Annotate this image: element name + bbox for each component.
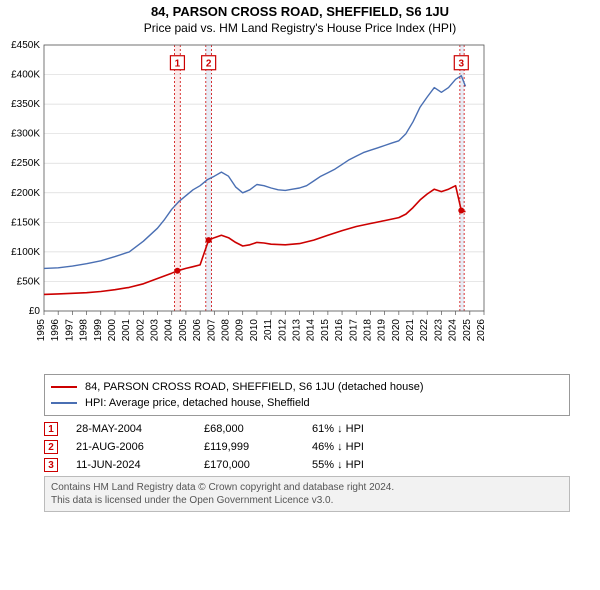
event-marker: 3 (44, 458, 58, 472)
svg-text:2008: 2008 (221, 319, 232, 342)
legend-label: HPI: Average price, detached house, Shef… (85, 395, 310, 411)
svg-text:2020: 2020 (391, 319, 402, 342)
svg-text:£100K: £100K (11, 247, 40, 258)
footer-line: This data is licensed under the Open Gov… (51, 494, 563, 507)
svg-text:£450K: £450K (11, 41, 40, 51)
svg-text:£0: £0 (29, 306, 41, 317)
svg-text:2003: 2003 (150, 319, 161, 342)
svg-text:£150K: £150K (11, 217, 40, 228)
svg-text:2007: 2007 (206, 319, 217, 342)
legend-swatch (51, 402, 77, 404)
svg-text:2004: 2004 (164, 319, 175, 342)
svg-text:2016: 2016 (334, 319, 345, 342)
svg-text:2002: 2002 (135, 319, 146, 342)
event-price: £68,000 (204, 423, 294, 435)
event-price: £119,999 (204, 441, 294, 453)
footer-line: Contains HM Land Registry data © Crown c… (51, 481, 563, 494)
chart-titles: 84, PARSON CROSS ROAD, SHEFFIELD, S6 1JU… (0, 0, 600, 35)
svg-text:2025: 2025 (462, 319, 473, 342)
page: 84, PARSON CROSS ROAD, SHEFFIELD, S6 1JU… (0, 0, 600, 590)
chart-title: 84, PARSON CROSS ROAD, SHEFFIELD, S6 1JU (0, 4, 600, 19)
event-diff: 55% ↓ HPI (312, 459, 364, 471)
price-chart: £0 £50K £100K £150K £200K £250K £300K £350K £400… (0, 41, 600, 361)
svg-text:2018: 2018 (362, 319, 373, 342)
svg-text:2012: 2012 (277, 319, 288, 342)
svg-text:1: 1 (175, 59, 181, 70)
svg-text:£400K: £400K (11, 70, 40, 81)
svg-text:2015: 2015 (320, 319, 331, 342)
event-row: 2 21-AUG-2006 £119,999 46% ↓ HPI (44, 440, 570, 454)
svg-text:1999: 1999 (93, 319, 104, 342)
svg-text:2011: 2011 (263, 319, 274, 341)
event-marker: 1 (44, 422, 58, 436)
legend-item: HPI: Average price, detached house, Shef… (51, 395, 563, 411)
legend: 84, PARSON CROSS ROAD, SHEFFIELD, S6 1JU… (44, 374, 570, 416)
svg-text:2021: 2021 (405, 319, 416, 342)
svg-text:2005: 2005 (178, 319, 189, 342)
svg-text:1998: 1998 (79, 319, 90, 342)
event-diff: 46% ↓ HPI (312, 441, 364, 453)
svg-text:2: 2 (206, 59, 212, 70)
events-table: 1 28-MAY-2004 £68,000 61% ↓ HPI 2 21-AUG-2006… (44, 422, 570, 472)
svg-text:1995: 1995 (36, 319, 47, 342)
event-diff: 61% ↓ HPI (312, 423, 364, 435)
svg-text:£350K: £350K (11, 99, 40, 110)
svg-text:2019: 2019 (377, 319, 388, 342)
svg-text:2014: 2014 (306, 319, 317, 342)
event-date: 11-JUN-2024 (76, 459, 186, 471)
attribution-footer: Contains HM Land Registry data © Crown c… (44, 476, 570, 512)
svg-text:£50K: £50K (17, 276, 41, 287)
chart-subtitle: Price paid vs. HM Land Registry's House … (0, 21, 600, 35)
svg-text:2024: 2024 (448, 319, 459, 342)
svg-text:£200K: £200K (11, 188, 40, 199)
svg-text:1997: 1997 (64, 319, 75, 342)
svg-text:£300K: £300K (11, 129, 40, 140)
svg-text:2022: 2022 (419, 319, 430, 342)
svg-text:2006: 2006 (192, 319, 203, 342)
event-date: 28-MAY-2004 (76, 423, 186, 435)
legend-swatch (51, 386, 77, 388)
svg-text:2013: 2013 (291, 319, 302, 342)
svg-text:£250K: £250K (11, 158, 40, 169)
legend-label: 84, PARSON CROSS ROAD, SHEFFIELD, S6 1JU… (85, 379, 423, 395)
svg-text:2010: 2010 (249, 319, 260, 342)
svg-text:1996: 1996 (50, 319, 61, 342)
svg-text:2017: 2017 (348, 319, 359, 342)
event-date: 21-AUG-2006 (76, 441, 186, 453)
chart-area: £0 £50K £100K £150K £200K £250K £300K £350K £400… (0, 41, 600, 366)
event-row: 1 28-MAY-2004 £68,000 61% ↓ HPI (44, 422, 570, 436)
event-marker: 2 (44, 440, 58, 454)
svg-text:2026: 2026 (476, 319, 487, 342)
svg-text:2023: 2023 (433, 319, 444, 342)
svg-text:2001: 2001 (121, 319, 132, 342)
event-row: 3 11-JUN-2024 £170,000 55% ↓ HPI (44, 458, 570, 472)
svg-text:2009: 2009 (235, 319, 246, 342)
legend-item: 84, PARSON CROSS ROAD, SHEFFIELD, S6 1JU… (51, 379, 563, 395)
svg-text:3: 3 (459, 59, 465, 70)
event-price: £170,000 (204, 459, 294, 471)
svg-text:2000: 2000 (107, 319, 118, 342)
